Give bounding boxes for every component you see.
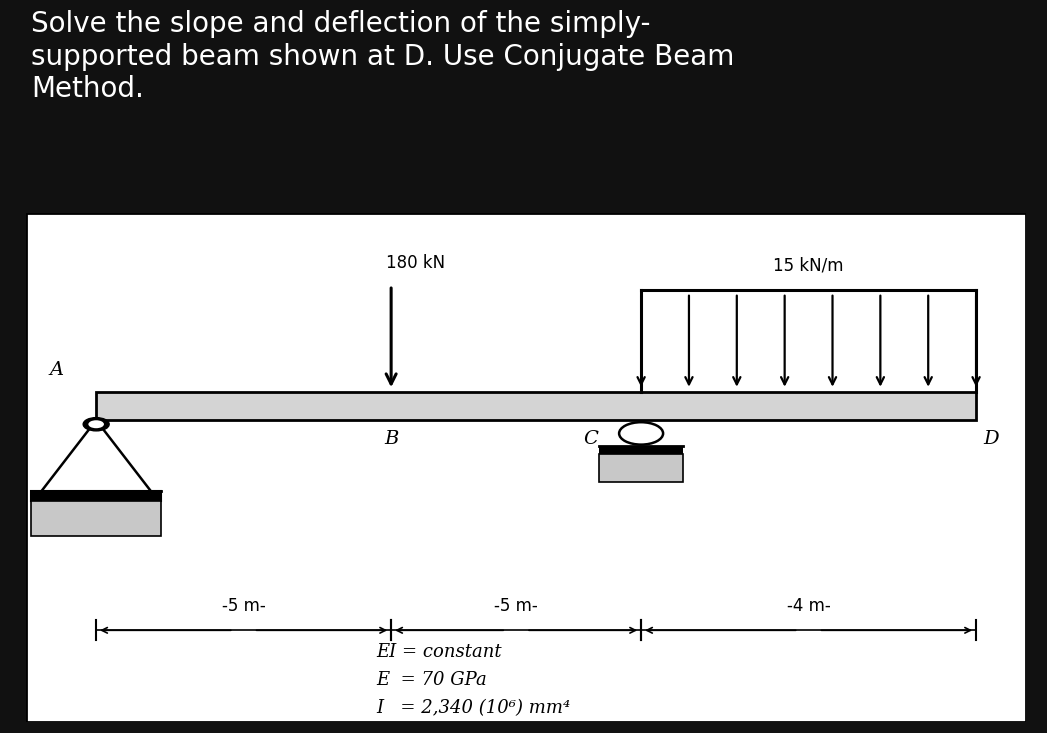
Text: -5 m-: -5 m-: [222, 597, 266, 615]
Text: B: B: [384, 430, 398, 449]
Circle shape: [88, 420, 104, 428]
Text: A: A: [49, 361, 63, 380]
Bar: [599, 446, 683, 454]
Text: 15 kN/m: 15 kN/m: [774, 257, 844, 275]
Text: -4 m-: -4 m-: [786, 597, 830, 615]
Circle shape: [83, 418, 109, 431]
Bar: [31, 492, 161, 501]
Bar: [599, 454, 683, 482]
Text: D: D: [983, 430, 999, 449]
Polygon shape: [41, 420, 151, 492]
Text: EI = constant: EI = constant: [376, 643, 502, 661]
Text: C: C: [583, 430, 599, 449]
Bar: [96, 392, 976, 420]
Text: Solve the slope and deflection of the simply-
supported beam shown at D. Use Con: Solve the slope and deflection of the si…: [31, 10, 735, 103]
Bar: [31, 501, 161, 537]
Text: -5 m-: -5 m-: [494, 597, 538, 615]
Text: 180 kN: 180 kN: [386, 254, 445, 273]
Circle shape: [619, 422, 663, 445]
Text: I   = 2,340 (10⁶) mm⁴: I = 2,340 (10⁶) mm⁴: [376, 699, 571, 717]
Text: E  = 70 GPa: E = 70 GPa: [376, 671, 487, 689]
FancyBboxPatch shape: [26, 213, 1026, 722]
